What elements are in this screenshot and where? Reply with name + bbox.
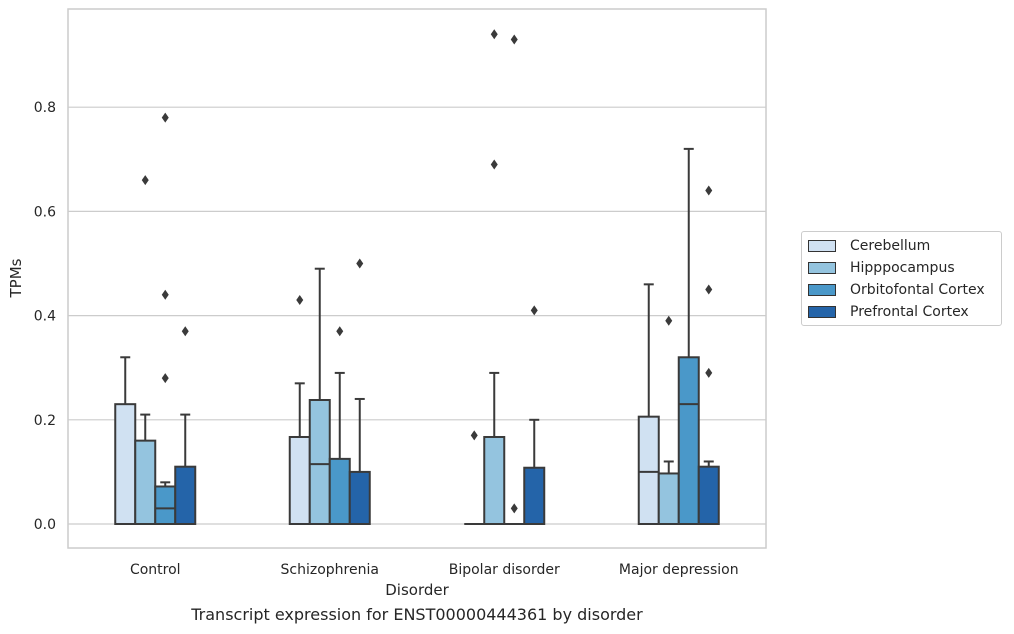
legend-swatch-cerebellum: [808, 240, 836, 252]
box-body: [657, 472, 680, 526]
box-2-2: [504, 34, 525, 525]
box-1-1: [308, 267, 331, 526]
legend-label-cerebellum: Cerebellum: [850, 238, 931, 254]
box-0-3: [174, 326, 197, 526]
outlier-point: [705, 185, 713, 196]
y-tick-label: 0.2: [34, 413, 56, 429]
box-1-2: [328, 326, 351, 525]
box-body: [637, 415, 660, 526]
box-body: [483, 435, 506, 526]
y-tick-label: 0.8: [34, 100, 56, 116]
box-body: [697, 465, 720, 526]
outlier-point: [490, 159, 498, 170]
box-body: [134, 439, 157, 526]
legend-item-hippocampus: Hipppocampus: [808, 257, 955, 279]
outlier-point: [161, 289, 169, 300]
outlier-point: [296, 294, 304, 305]
x-tick-labels: Control Schizophrenia Bipolar disorder Majo…: [130, 562, 739, 578]
legend-item-cerebellum: Cerebellum: [808, 235, 930, 257]
box-body: [348, 470, 371, 525]
box-body: [308, 399, 331, 526]
y-tick-label: 0.0: [34, 517, 56, 533]
chart-caption: Transcript expression for ENST0000044436…: [191, 605, 643, 624]
x-tick-label: Schizophrenia: [281, 562, 379, 578]
y-tick-labels: 0.0 0.2 0.4 0.6 0.8: [34, 100, 56, 533]
legend-label-prefrontal: Prefrontal Cortex: [850, 304, 969, 320]
boxes: [114, 29, 720, 526]
box-body: [114, 403, 137, 526]
plot-frame: [67, 8, 767, 549]
outlier-point: [490, 29, 498, 40]
legend-item-prefrontal: Prefrontal Cortex: [808, 301, 969, 323]
x-tick-label: Major depression: [619, 562, 739, 578]
box-body: [154, 485, 177, 526]
outlier-point: [705, 367, 713, 378]
outlier-point: [356, 258, 364, 269]
legend-label-orbitofrontal: Orbitofontal Cortex: [850, 282, 985, 298]
legend-label-hippocampus: Hipppocampus: [850, 260, 955, 276]
outlier-point: [530, 305, 538, 316]
box-1-0: [288, 294, 311, 526]
gridlines: [68, 106, 766, 525]
y-tick-label: 0.4: [34, 309, 56, 325]
box-body: [523, 466, 546, 525]
outlier-point: [161, 112, 169, 123]
box-2-3: [523, 305, 546, 525]
legend-item-orbitofrontal: Orbitofontal Cortex: [808, 279, 985, 301]
x-tick-label: Control: [130, 562, 181, 578]
outlier-point: [665, 315, 673, 326]
box-3-2: [677, 147, 700, 525]
box-3-3: [697, 185, 720, 526]
legend: Cerebellum Hipppocampus Orbitofontal Cor…: [801, 231, 1002, 326]
outlier-point: [161, 373, 169, 384]
y-axis-title: TPMs: [7, 258, 25, 298]
box-0-1: [134, 175, 157, 526]
box-body: [328, 457, 351, 525]
box-body: [288, 435, 311, 526]
x-tick-label: Bipolar disorder: [449, 562, 560, 578]
box-2-1: [483, 29, 506, 526]
outlier-point: [141, 175, 149, 186]
box-0-0: [114, 356, 137, 526]
legend-swatch-orbitofrontal: [808, 284, 836, 296]
outlier-point: [510, 503, 518, 514]
box-2-0: [464, 430, 485, 525]
outlier-point: [470, 430, 478, 441]
outlier-point: [181, 326, 189, 337]
legend-swatch-prefrontal: [808, 306, 836, 318]
box-0-2: [154, 112, 177, 526]
box-1-3: [348, 258, 371, 525]
box-body: [174, 465, 197, 526]
box-3-0: [637, 283, 660, 526]
y-tick-label: 0.6: [34, 204, 56, 220]
box-body: [677, 356, 700, 525]
outlier-point: [510, 34, 518, 45]
outlier-point: [705, 284, 713, 295]
legend-swatch-hippocampus: [808, 262, 836, 274]
outlier-point: [336, 326, 344, 337]
x-axis-title: Disorder: [385, 581, 449, 599]
